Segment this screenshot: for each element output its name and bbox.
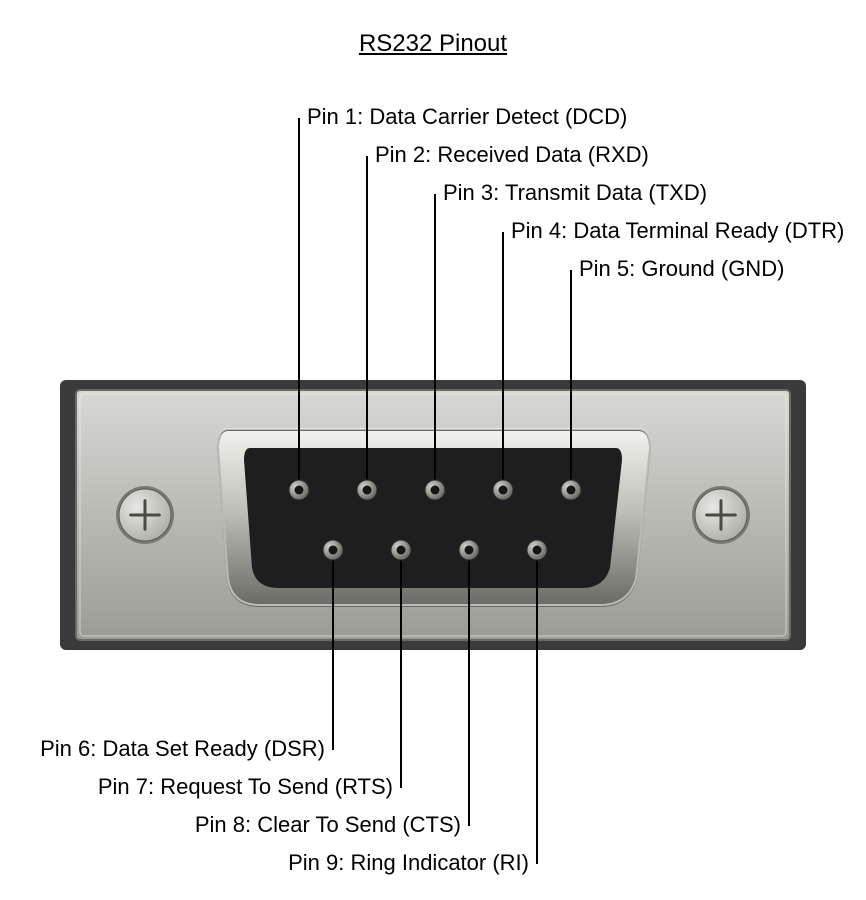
pin-8-hole	[465, 546, 474, 555]
pin-4-hole	[499, 486, 508, 495]
pin-6-hole	[329, 546, 338, 555]
pin-5-hole	[567, 486, 576, 495]
pin-9-hole	[533, 546, 542, 555]
pin-label-8: Pin 8: Clear To Send (CTS)	[195, 813, 461, 837]
pin-label-4: Pin 4: Data Terminal Ready (DTR)	[511, 219, 844, 243]
diagram-stage: RS232 Pinout Pin 1: Data Carrier Detect …	[0, 0, 866, 900]
pin-7-hole	[397, 546, 406, 555]
pin-1-hole	[295, 486, 304, 495]
pin-3-hole	[431, 486, 440, 495]
pin-label-2: Pin 2: Received Data (RXD)	[375, 143, 649, 167]
pin-label-3: Pin 3: Transmit Data (TXD)	[443, 181, 707, 205]
pin-label-5: Pin 5: Ground (GND)	[579, 257, 784, 281]
pin-label-6: Pin 6: Data Set Ready (DSR)	[40, 737, 325, 761]
connector-svg	[0, 0, 866, 900]
pin-label-7: Pin 7: Request To Send (RTS)	[98, 775, 393, 799]
d-shell-cavity	[244, 448, 622, 588]
pin-label-1: Pin 1: Data Carrier Detect (DCD)	[307, 105, 627, 129]
pin-label-9: Pin 9: Ring Indicator (RI)	[288, 851, 529, 875]
pin-2-hole	[363, 486, 372, 495]
